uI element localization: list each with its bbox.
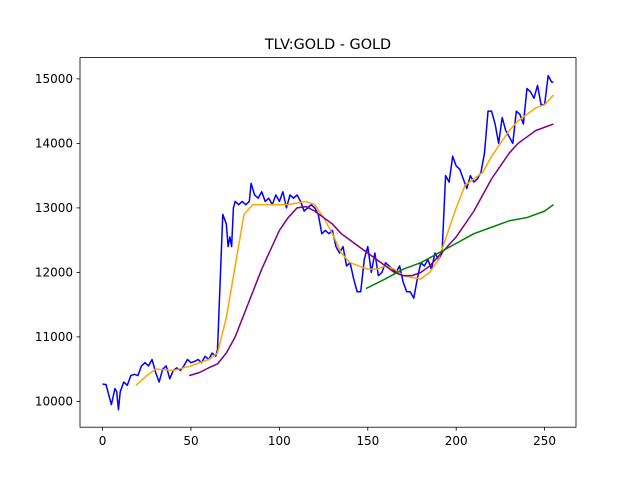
x-tick-label: 50: [183, 434, 198, 448]
chart-title: TLV:GOLD - GOLD: [264, 37, 391, 53]
line-series: [102, 74, 554, 411]
line-series: [135, 94, 555, 386]
x-tick-label: 100: [268, 434, 291, 448]
x-tick-label: 0: [99, 434, 107, 448]
y-tick-label: 13000: [35, 201, 73, 215]
y-tick-label: 14000: [35, 136, 73, 150]
axes-frame: [79, 57, 577, 428]
x-tick-label: 200: [445, 434, 468, 448]
y-tick-label: 10000: [35, 394, 73, 408]
x-tick-label: 250: [533, 434, 556, 448]
y-tick-label: 15000: [35, 72, 73, 86]
y-tick-label: 12000: [35, 265, 73, 279]
x-tick-label: 150: [356, 434, 379, 448]
y-tick-label: 11000: [35, 330, 73, 344]
line-series: [365, 204, 554, 290]
line-series: [188, 123, 554, 377]
